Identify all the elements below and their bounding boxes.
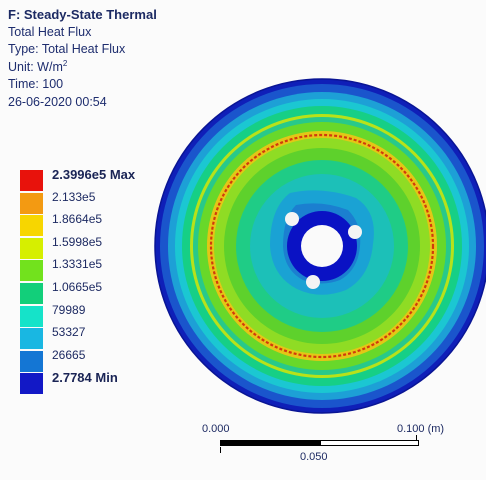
legend-label: 79989: [52, 302, 86, 317]
result-time: Time: 100: [8, 77, 64, 91]
legend-swatch: [20, 283, 43, 304]
result-subtitle: Total Heat Flux: [8, 24, 92, 39]
legend-label: 1.3331e5: [52, 257, 103, 272]
legend-swatch: [20, 215, 43, 237]
scale-left-label: 0.000: [202, 423, 230, 435]
result-type: Type: Total Heat Flux: [8, 42, 126, 56]
result-unit: Unit: W/m2: [8, 59, 157, 77]
result-info: F: Steady-State Thermal Total Heat Flux …: [8, 6, 157, 111]
disk-outline: [154, 78, 486, 414]
legend-label: 1.5998e5: [52, 234, 103, 249]
bolt-hole-1: [285, 212, 299, 226]
legend-label: 53327: [52, 325, 86, 340]
legend-swatch: [20, 373, 43, 395]
scale-right-tick: [416, 435, 417, 441]
scale-bar: 0.000 0.100 (m) 0.050: [200, 423, 486, 473]
center-bore: [301, 225, 343, 267]
scale-bar-black: [220, 440, 320, 446]
legend-swatch: [20, 305, 43, 327]
legend-label: 1.8664e5: [52, 212, 103, 227]
result-title: F: Steady-State Thermal: [8, 7, 157, 22]
legend-label: 2.7784 Min: [52, 370, 118, 386]
scale-mid-label: 0.050: [300, 451, 328, 463]
unit-text: Unit: W/m: [8, 59, 63, 74]
legend-swatch: [20, 170, 43, 191]
legend-label: 2.3996e5 Max: [52, 167, 136, 182]
legend-label: 2.133e5: [52, 189, 96, 204]
unit-exponent: 2: [62, 58, 68, 68]
scale-bar-white: [320, 440, 419, 446]
scale-left-tick: [220, 447, 221, 453]
bolt-hole-2: [348, 225, 362, 239]
ring-max-flux: [209, 133, 435, 359]
legend-swatch: [20, 350, 43, 372]
legend-swatch: [20, 237, 43, 259]
legend-label: 1.0665e5: [52, 280, 103, 294]
legend-swatch: [20, 328, 43, 350]
contour-disk: [155, 79, 486, 413]
legend-swatch: [20, 192, 43, 214]
legend-label: 26665: [52, 347, 86, 362]
result-timestamp: 26-06-2020 00:54: [8, 94, 107, 109]
scale-right-label: 0.100 (m): [397, 423, 445, 435]
bolt-hole-3: [306, 275, 320, 289]
legend-swatch: [20, 260, 43, 282]
